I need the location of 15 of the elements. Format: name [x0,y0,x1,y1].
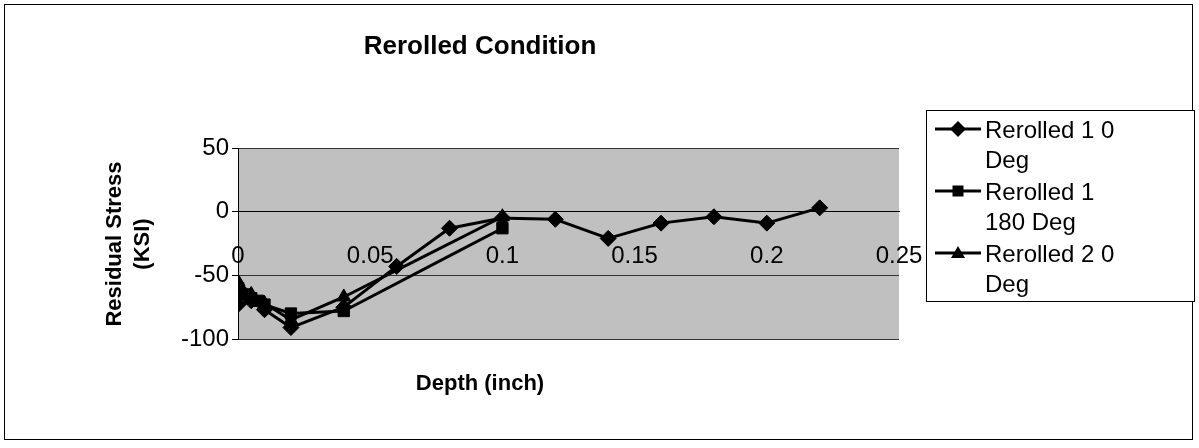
y-tick-label: 0 [215,196,230,224]
chart-title: Rerolled Condition [362,30,598,61]
y-tick-label: 50 [202,132,230,160]
x-tick-label: 0.1 [485,240,520,268]
y-tick-label: -50 [194,259,230,287]
x-tick-label: 0.05 [346,240,394,268]
x-tick-label: 0.2 [750,240,784,268]
x-tick-label: 0.25 [875,240,923,268]
y-axis-title: Residual Stress (KSI) [100,160,155,329]
x-tick-label: 0.15 [611,240,658,268]
y-tick-label: -100 [180,323,230,351]
legend-label: Rerolled 2 0 Deg [985,239,1116,299]
x-axis-title: Depth (inch) [414,370,546,396]
legend-label: Rerolled 1 0 Deg [985,115,1116,175]
legend-label: Rerolled 1 180 Deg [985,177,1096,237]
